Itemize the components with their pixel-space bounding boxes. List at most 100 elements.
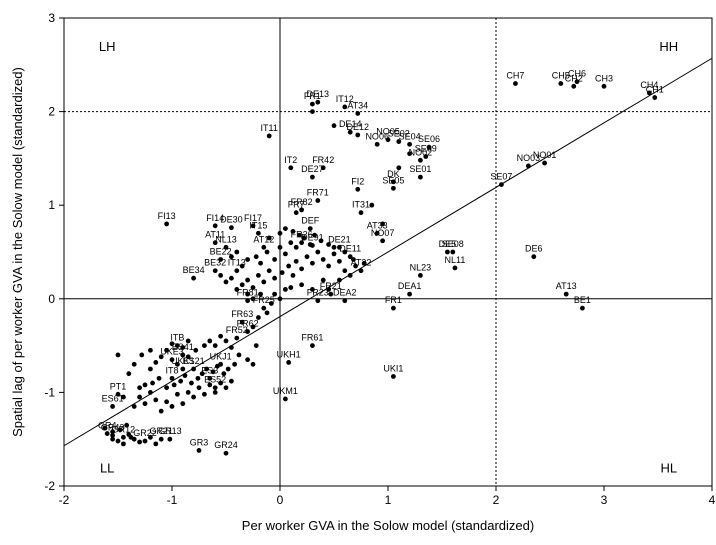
point-label: FR61 bbox=[301, 333, 323, 343]
data-point bbox=[117, 427, 123, 433]
data-point bbox=[207, 382, 213, 388]
data-point bbox=[185, 354, 191, 360]
point-label: NO03 bbox=[517, 153, 541, 163]
point-label: FR26 bbox=[291, 230, 313, 240]
point-label: NO01 bbox=[533, 150, 557, 160]
data-point bbox=[288, 285, 294, 290]
data-point bbox=[137, 394, 143, 400]
data-point bbox=[245, 277, 251, 283]
data-point bbox=[261, 305, 267, 311]
data-point bbox=[361, 260, 367, 266]
data-point bbox=[221, 371, 227, 377]
point-label: NO07 bbox=[371, 228, 395, 238]
data-point bbox=[312, 232, 317, 238]
quadrant-label: LH bbox=[99, 39, 116, 54]
point-label: SE02 bbox=[388, 129, 410, 139]
point-label: FR71 bbox=[307, 188, 329, 198]
data-point bbox=[353, 263, 358, 269]
data-point bbox=[175, 361, 180, 367]
data-point bbox=[104, 431, 110, 436]
data-point bbox=[646, 90, 652, 96]
data-point bbox=[391, 179, 396, 185]
data-point bbox=[347, 129, 353, 135]
data-point bbox=[261, 279, 267, 285]
data-point bbox=[277, 244, 283, 250]
data-point bbox=[164, 399, 170, 405]
data-point bbox=[337, 258, 342, 264]
data-point bbox=[315, 198, 321, 203]
data-point bbox=[385, 137, 391, 143]
data-point bbox=[199, 371, 205, 377]
data-point bbox=[256, 315, 261, 320]
point-label: CH3 bbox=[595, 73, 613, 83]
data-point bbox=[358, 268, 364, 274]
data-point bbox=[212, 240, 218, 246]
data-point bbox=[326, 242, 331, 247]
data-point bbox=[304, 254, 310, 260]
data-point bbox=[571, 83, 577, 89]
data-point bbox=[326, 263, 331, 269]
data-point bbox=[137, 439, 143, 445]
data-point bbox=[355, 111, 361, 116]
point-label: DE91 bbox=[301, 232, 324, 242]
point-label: ES3 bbox=[201, 365, 218, 375]
data-point bbox=[426, 144, 432, 150]
data-point bbox=[266, 268, 272, 274]
point-label: AT33 bbox=[367, 220, 388, 230]
point-label: BE34 bbox=[183, 265, 205, 275]
data-point bbox=[180, 345, 186, 350]
data-point bbox=[121, 394, 126, 400]
data-point bbox=[223, 244, 229, 250]
data-point bbox=[110, 404, 115, 409]
data-point bbox=[347, 254, 353, 260]
point-label: DE6 bbox=[525, 244, 543, 254]
y-tick-label: 2 bbox=[48, 105, 55, 119]
data-point bbox=[423, 154, 429, 159]
data-point bbox=[418, 273, 423, 278]
data-point bbox=[272, 275, 277, 281]
data-point bbox=[245, 329, 251, 334]
data-point bbox=[391, 374, 396, 379]
data-point bbox=[315, 298, 321, 304]
data-point bbox=[250, 285, 256, 290]
point-label: UKJ1 bbox=[210, 351, 232, 361]
data-point bbox=[264, 249, 270, 255]
point-label: DE5 bbox=[439, 239, 457, 249]
data-point bbox=[128, 434, 134, 440]
data-point bbox=[164, 221, 170, 227]
data-point bbox=[223, 450, 229, 456]
point-label: GR4 bbox=[98, 421, 117, 431]
point-label: CH2 bbox=[565, 73, 583, 83]
quadrant-label: HH bbox=[659, 39, 678, 54]
data-point bbox=[396, 165, 402, 171]
data-point bbox=[234, 287, 240, 292]
data-point bbox=[212, 385, 218, 391]
data-point bbox=[331, 123, 337, 129]
data-point bbox=[310, 243, 315, 248]
data-point bbox=[229, 254, 234, 260]
data-point bbox=[258, 260, 263, 266]
point-label: GR43 bbox=[101, 422, 125, 432]
point-label: FR1 bbox=[304, 91, 321, 101]
data-point bbox=[283, 226, 288, 232]
point-label: NO06 bbox=[365, 131, 389, 141]
y-tick-label: 3 bbox=[48, 11, 55, 25]
data-point bbox=[369, 202, 375, 208]
data-point bbox=[342, 268, 348, 274]
point-label: IT15 bbox=[249, 220, 267, 230]
data-point bbox=[250, 296, 256, 302]
point-label: DEA1 bbox=[398, 281, 422, 291]
data-point bbox=[279, 270, 285, 275]
data-point bbox=[153, 441, 159, 447]
data-point bbox=[286, 263, 292, 269]
data-point bbox=[223, 385, 229, 391]
data-point bbox=[126, 371, 132, 377]
data-point bbox=[239, 319, 245, 325]
data-point bbox=[277, 230, 283, 236]
data-point bbox=[245, 291, 251, 297]
data-point bbox=[139, 352, 145, 358]
data-point bbox=[148, 390, 153, 395]
data-point bbox=[212, 343, 218, 348]
point-label: DK bbox=[387, 169, 400, 179]
point-label: GR3 bbox=[190, 437, 209, 447]
